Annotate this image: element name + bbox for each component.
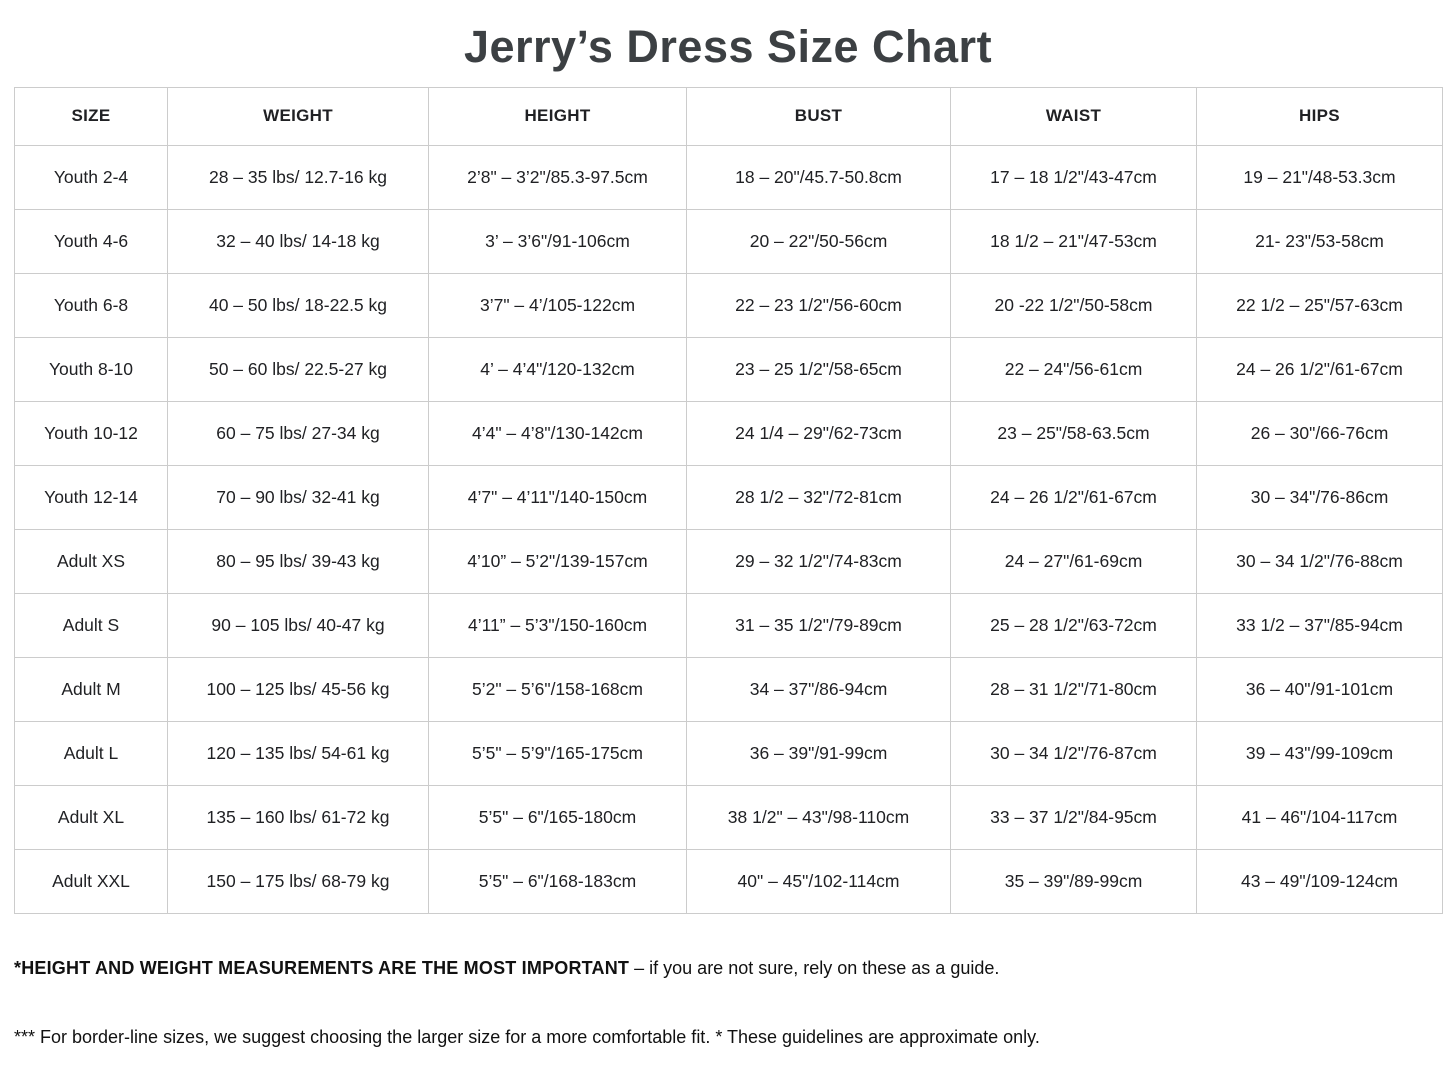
- waist-cell: 25 – 28 1/2"/63-72cm: [950, 592, 1197, 658]
- footnote-measurements: *HEIGHT AND WEIGHT MEASUREMENTS ARE THE …: [14, 958, 1442, 979]
- waist-cell: 20 -22 1/2"/50-58cm: [950, 272, 1197, 338]
- height-cell: 5’2" – 5’6"/158-168cm: [428, 656, 687, 722]
- bust-cell: 20 – 22"/50-56cm: [686, 208, 951, 274]
- weight-cell: 150 – 175 lbs/ 68-79 kg: [167, 848, 429, 914]
- bust-cell: 23 – 25 1/2"/58-65cm: [686, 336, 951, 402]
- hips-cell: 41 – 46"/104-117cm: [1196, 784, 1443, 850]
- size-cell: Adult XL: [14, 784, 168, 850]
- weight-cell: 120 – 135 lbs/ 54-61 kg: [167, 720, 429, 786]
- hips-cell: 33 1/2 – 37"/85-94cm: [1196, 592, 1443, 658]
- column-header-height: HEIGHT: [428, 86, 687, 146]
- table-row: Adult XS 80 – 95 lbs/ 39-43 kg 4’10” – 5…: [14, 528, 1443, 594]
- waist-cell: 24 – 26 1/2"/61-67cm: [950, 464, 1197, 530]
- hips-cell: 19 – 21"/48-53.3cm: [1196, 144, 1443, 210]
- hips-cell: 22 1/2 – 25"/57-63cm: [1196, 272, 1443, 338]
- height-cell: 5’5" – 5’9"/165-175cm: [428, 720, 687, 786]
- bust-cell: 29 – 32 1/2"/74-83cm: [686, 528, 951, 594]
- bust-cell: 22 – 23 1/2"/56-60cm: [686, 272, 951, 338]
- height-cell: 4’10” – 5’2"/139-157cm: [428, 528, 687, 594]
- weight-cell: 60 – 75 lbs/ 27-34 kg: [167, 400, 429, 466]
- column-header-size: SIZE: [14, 86, 168, 146]
- size-cell: Youth 12-14: [14, 464, 168, 530]
- table-row: Youth 4-6 32 – 40 lbs/ 14-18 kg 3’ – 3’6…: [14, 208, 1443, 274]
- waist-cell: 24 – 27"/61-69cm: [950, 528, 1197, 594]
- waist-cell: 33 – 37 1/2"/84-95cm: [950, 784, 1197, 850]
- table-row: Adult L 120 – 135 lbs/ 54-61 kg 5’5" – 5…: [14, 720, 1443, 786]
- table-row: Youth 12-14 70 – 90 lbs/ 32-41 kg 4’7" –…: [14, 464, 1443, 530]
- footnote-measurements-bold: *HEIGHT AND WEIGHT MEASUREMENTS ARE THE …: [14, 957, 630, 978]
- weight-cell: 50 – 60 lbs/ 22.5-27 kg: [167, 336, 429, 402]
- size-cell: Youth 2-4: [14, 144, 168, 210]
- waist-cell: 23 – 25"/58-63.5cm: [950, 400, 1197, 466]
- footnote-borderline: *** For border-line sizes, we suggest ch…: [14, 1026, 1040, 1047]
- weight-cell: 90 – 105 lbs/ 40-47 kg: [167, 592, 429, 658]
- hips-cell: 43 – 49"/109-124cm: [1196, 848, 1443, 914]
- table-row: Youth 2-4 28 – 35 lbs/ 12.7-16 kg 2’8" –…: [14, 144, 1443, 210]
- column-header-bust: BUST: [686, 86, 951, 146]
- hips-cell: 30 – 34 1/2"/76-88cm: [1196, 528, 1443, 594]
- table-row: Adult XXL 150 – 175 lbs/ 68-79 kg 5’5" –…: [14, 848, 1443, 914]
- footnotes: *HEIGHT AND WEIGHT MEASUREMENTS ARE THE …: [14, 958, 1442, 1048]
- waist-cell: 28 – 31 1/2"/71-80cm: [950, 656, 1197, 722]
- table-row: Youth 8-10 50 – 60 lbs/ 22.5-27 kg 4’ – …: [14, 336, 1443, 402]
- weight-cell: 32 – 40 lbs/ 14-18 kg: [167, 208, 429, 274]
- waist-cell: 17 – 18 1/2"/43-47cm: [950, 144, 1197, 210]
- weight-cell: 80 – 95 lbs/ 39-43 kg: [167, 528, 429, 594]
- hips-cell: 21- 23"/53-58cm: [1196, 208, 1443, 274]
- size-cell: Adult S: [14, 592, 168, 658]
- footnote-measurements-rest: – if you are not sure, rely on these as …: [629, 957, 1000, 978]
- bust-cell: 34 – 37"/86-94cm: [686, 656, 951, 722]
- waist-cell: 30 – 34 1/2"/76-87cm: [950, 720, 1197, 786]
- table-row: Youth 6-8 40 – 50 lbs/ 18-22.5 kg 3’7" –…: [14, 272, 1443, 338]
- waist-cell: 18 1/2 – 21"/47-53cm: [950, 208, 1197, 274]
- hips-cell: 24 – 26 1/2"/61-67cm: [1196, 336, 1443, 402]
- page-title: Jerry’s Dress Size Chart: [463, 21, 993, 72]
- table-row: Adult S 90 – 105 lbs/ 40-47 kg 4’11” – 5…: [14, 592, 1443, 658]
- size-cell: Youth 8-10: [14, 336, 168, 402]
- size-cell: Youth 6-8: [14, 272, 168, 338]
- hips-cell: 26 – 30"/66-76cm: [1196, 400, 1443, 466]
- size-chart-table: SIZE WEIGHT HEIGHT BUST WAIST HIPS Youth…: [14, 86, 1443, 914]
- hips-cell: 39 – 43"/99-109cm: [1196, 720, 1443, 786]
- height-cell: 5’5" – 6"/165-180cm: [428, 784, 687, 850]
- table-row: Adult M 100 – 125 lbs/ 45-56 kg 5’2" – 5…: [14, 656, 1443, 722]
- waist-cell: 22 – 24"/56-61cm: [950, 336, 1197, 402]
- weight-cell: 28 – 35 lbs/ 12.7-16 kg: [167, 144, 429, 210]
- bust-cell: 28 1/2 – 32"/72-81cm: [686, 464, 951, 530]
- height-cell: 2’8" – 3’2"/85.3-97.5cm: [428, 144, 687, 210]
- column-header-waist: WAIST: [950, 86, 1197, 146]
- size-cell: Adult XS: [14, 528, 168, 594]
- column-header-hips: HIPS: [1196, 86, 1443, 146]
- height-cell: 4’4" – 4’8"/130-142cm: [428, 400, 687, 466]
- bust-cell: 24 1/4 – 29"/62-73cm: [686, 400, 951, 466]
- column-header-weight: WEIGHT: [167, 86, 429, 146]
- bust-cell: 40" – 45"/102-114cm: [686, 848, 951, 914]
- bust-cell: 18 – 20"/45.7-50.8cm: [686, 144, 951, 210]
- size-cell: Youth 4-6: [14, 208, 168, 274]
- weight-cell: 135 – 160 lbs/ 61-72 kg: [167, 784, 429, 850]
- size-cell: Youth 10-12: [14, 400, 168, 466]
- size-cell: Adult M: [14, 656, 168, 722]
- weight-cell: 70 – 90 lbs/ 32-41 kg: [167, 464, 429, 530]
- size-cell: Adult XXL: [14, 848, 168, 914]
- header-row: SIZE WEIGHT HEIGHT BUST WAIST HIPS: [14, 86, 1443, 146]
- hips-cell: 36 – 40"/91-101cm: [1196, 656, 1443, 722]
- weight-cell: 100 – 125 lbs/ 45-56 kg: [167, 656, 429, 722]
- height-cell: 3’7" – 4’/105-122cm: [428, 272, 687, 338]
- height-cell: 4’11” – 5’3"/150-160cm: [428, 592, 687, 658]
- bust-cell: 31 – 35 1/2"/79-89cm: [686, 592, 951, 658]
- bust-cell: 36 – 39"/91-99cm: [686, 720, 951, 786]
- weight-cell: 40 – 50 lbs/ 18-22.5 kg: [167, 272, 429, 338]
- height-cell: 4’7" – 4’11"/140-150cm: [428, 464, 687, 530]
- table-row: Adult XL 135 – 160 lbs/ 61-72 kg 5’5" – …: [14, 784, 1443, 850]
- table-row: Youth 10-12 60 – 75 lbs/ 27-34 kg 4’4" –…: [14, 400, 1443, 466]
- hips-cell: 30 – 34"/76-86cm: [1196, 464, 1443, 530]
- height-cell: 3’ – 3’6"/91-106cm: [428, 208, 687, 274]
- size-cell: Adult L: [14, 720, 168, 786]
- height-cell: 5’5" – 6"/168-183cm: [428, 848, 687, 914]
- height-cell: 4’ – 4’4"/120-132cm: [428, 336, 687, 402]
- waist-cell: 35 – 39"/89-99cm: [950, 848, 1197, 914]
- bust-cell: 38 1/2" – 43"/98-110cm: [686, 784, 951, 850]
